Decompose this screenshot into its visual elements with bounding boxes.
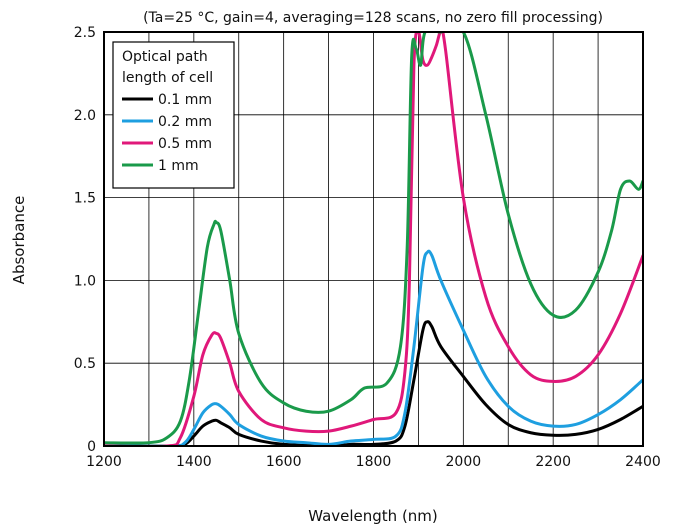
x-tick-label: 2000 <box>446 454 482 470</box>
y-tick-label: 1.5 <box>74 191 96 207</box>
series-line-0-5-mm <box>104 32 643 446</box>
legend-label-0-1-mm: 0.1 mm <box>158 92 212 108</box>
x-tick-label: 2200 <box>535 454 571 470</box>
y-tick-label: 2.0 <box>74 108 96 124</box>
y-tick-label: 0 <box>87 439 96 455</box>
x-tick-label: 1800 <box>356 454 392 470</box>
grid <box>104 32 643 446</box>
series-line-0-2-mm <box>104 249 643 446</box>
x-tick-label: 1200 <box>86 454 122 470</box>
legend-label-0-2-mm: 0.2 mm <box>158 114 212 130</box>
y-tick-labels: 0 0.5 1.0 1.5 2.0 2.5 <box>74 25 96 455</box>
series-line-1-mm <box>104 32 643 445</box>
legend-title-line-1: Optical path <box>122 49 208 65</box>
x-axis-label: Wavelength (nm) <box>308 507 438 525</box>
y-tick-label: 1.0 <box>74 273 96 289</box>
legend: Optical path length of cell 0.1 mm 0.2 mm… <box>112 41 235 189</box>
chart-title: (Ta=25 °C, gain=4, averaging=128 scans, … <box>143 10 603 26</box>
plot-frame <box>103 31 644 447</box>
y-axis-label: Absorbance <box>10 196 28 285</box>
y-tick-label: 2.5 <box>74 25 96 41</box>
x-tick-labels: 1200 1400 1600 1800 2000 2200 2400 <box>86 454 661 470</box>
legend-items: 0.1 mm 0.2 mm 0.5 mm 1 mm <box>122 92 212 174</box>
series-line-0-1-mm <box>104 320 643 446</box>
series-lines <box>104 32 643 446</box>
legend-label-0-5-mm: 0.5 mm <box>158 136 212 152</box>
legend-label-1-mm: 1 mm <box>158 158 199 174</box>
x-tick-label: 1600 <box>266 454 302 470</box>
x-tick-label: 1400 <box>176 454 212 470</box>
y-tick-label: 0.5 <box>74 356 96 372</box>
legend-title-line-2: length of cell <box>122 70 213 86</box>
x-tick-label: 2400 <box>625 454 661 470</box>
